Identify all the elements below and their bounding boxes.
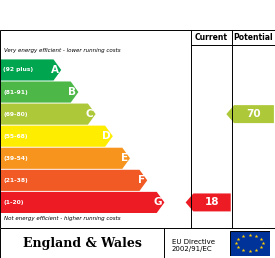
Text: F: F	[138, 175, 145, 185]
Text: A: A	[51, 65, 59, 75]
Text: (39-54): (39-54)	[3, 156, 28, 161]
Text: (1-20): (1-20)	[3, 200, 24, 205]
Polygon shape	[226, 105, 274, 123]
Text: (69-80): (69-80)	[3, 112, 28, 117]
Text: EU Directive: EU Directive	[172, 239, 215, 245]
Text: (55-68): (55-68)	[3, 134, 28, 139]
Polygon shape	[0, 148, 130, 169]
Text: E: E	[121, 153, 128, 163]
Text: Very energy efficient - lower running costs: Very energy efficient - lower running co…	[4, 48, 121, 53]
Text: 18: 18	[205, 197, 219, 207]
Text: Potential: Potential	[233, 33, 273, 42]
Text: (92 plus): (92 plus)	[3, 67, 34, 72]
Text: (81-91): (81-91)	[3, 90, 28, 94]
Text: Current: Current	[195, 33, 228, 42]
Text: C: C	[86, 109, 94, 119]
Polygon shape	[0, 126, 113, 147]
Text: England & Wales: England & Wales	[23, 237, 142, 250]
Polygon shape	[0, 82, 78, 103]
Polygon shape	[0, 170, 147, 191]
Polygon shape	[0, 192, 164, 213]
Polygon shape	[0, 59, 61, 80]
Text: Not energy efficient - higher running costs: Not energy efficient - higher running co…	[4, 216, 121, 221]
Text: 2002/91/EC: 2002/91/EC	[172, 246, 213, 252]
Text: Energy Efficiency Rating: Energy Efficiency Rating	[8, 9, 192, 22]
Polygon shape	[186, 194, 231, 211]
Text: (21-38): (21-38)	[3, 178, 28, 183]
Polygon shape	[0, 103, 96, 125]
Text: 70: 70	[247, 109, 261, 119]
Text: G: G	[154, 197, 162, 207]
Text: D: D	[102, 131, 111, 141]
Text: B: B	[68, 87, 76, 97]
